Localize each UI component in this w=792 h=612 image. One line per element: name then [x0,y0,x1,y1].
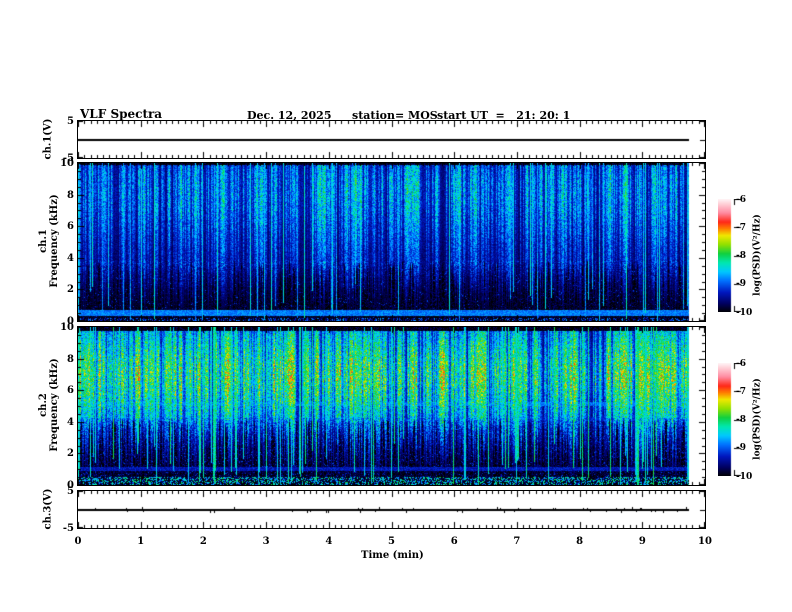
figure-start-ut: start UT = 21: 20: 1 [437,109,571,122]
y-tick-label: 4 [67,252,74,264]
colorbar-tick-label: -6 [736,358,746,369]
figure-date: Dec. 12, 2025 [247,109,332,122]
y-tick-label: 5 [67,486,74,497]
colorbar-tick-label: -8 [736,251,746,261]
x-tick-label: 7 [513,536,521,547]
y-tick-label: 2 [67,448,74,460]
colorbar-tick-label: -6 [736,194,746,205]
y-tick-label: -5 [62,153,74,164]
ylabel-ch1-line1: ch.1 [38,229,49,253]
x-tick-label: 1 [137,536,145,547]
y-tick-label: 6 [67,385,74,397]
colorbar-tick-label: -9 [736,443,746,454]
x-tick-label: 5 [388,536,395,547]
y-tick-label: 2 [67,284,74,296]
y-tick-label: 4 [67,416,74,428]
y-tick-label: 0 [67,480,74,491]
panel-ch1-voltage [77,120,706,159]
ylabel-ch2-line2: Frequency (kHz) [49,358,60,452]
colorbar-ch1 [718,199,742,312]
figure-station: station= MOS [352,109,438,122]
colorbar-tick-label: -8 [736,415,746,425]
panel-ch1-spectrogram [77,162,706,322]
colorbar-tick-label: -10 [736,471,753,482]
panel-ch3-voltage [77,490,706,529]
ylabel-ch2-spectrogram: ch.2 Frequency (kHz) [38,358,60,451]
ch1-voltage-canvas [78,121,705,158]
x-tick-label: 3 [262,536,270,547]
y-tick-label: 10 [60,322,74,333]
y-tick-label: 0 [67,316,74,327]
ch1-spectrogram-canvas [78,163,705,321]
y-tick-label: -5 [62,523,74,534]
colorbar-ch2 [718,363,742,476]
x-tick-label: 4 [325,536,333,547]
x-tick-label: 0 [74,536,82,547]
figure-title: VLF Spectra [80,107,163,121]
colorbar-tick-label: -9 [736,279,746,290]
panel-ch2-spectrogram [77,326,706,486]
colorbar-ch2-canvas [718,363,742,476]
x-tick-label: 10 [698,536,712,547]
y-tick-label: 8 [67,189,74,201]
y-tick-label: 8 [67,353,74,365]
ylabel-ch1-spectrogram: ch.1 Frequency (kHz) [38,194,60,287]
x-tick-label: 2 [199,536,207,547]
y-tick-label: 10 [60,158,74,169]
x-tick-label: 8 [576,536,584,547]
ch2-spectrogram-canvas [78,327,705,485]
x-tick-label: 9 [638,536,646,547]
colorbar-ch1-canvas [718,199,742,312]
x-tick-label: 6 [450,536,458,547]
y-tick-label: 6 [67,221,74,233]
ch3-voltage-canvas [78,491,705,528]
y-tick-label: 5 [67,116,74,127]
colorbar-tick-label: -10 [736,307,753,318]
colorbar-tick-label: -7 [736,222,746,233]
ylabel-ch2-line1: ch.2 [38,393,49,417]
xaxis-title: Time (min) [361,550,424,561]
ylabel-ch1-line2: Frequency (kHz) [49,194,60,288]
colorbar-tick-label: -7 [736,386,746,397]
